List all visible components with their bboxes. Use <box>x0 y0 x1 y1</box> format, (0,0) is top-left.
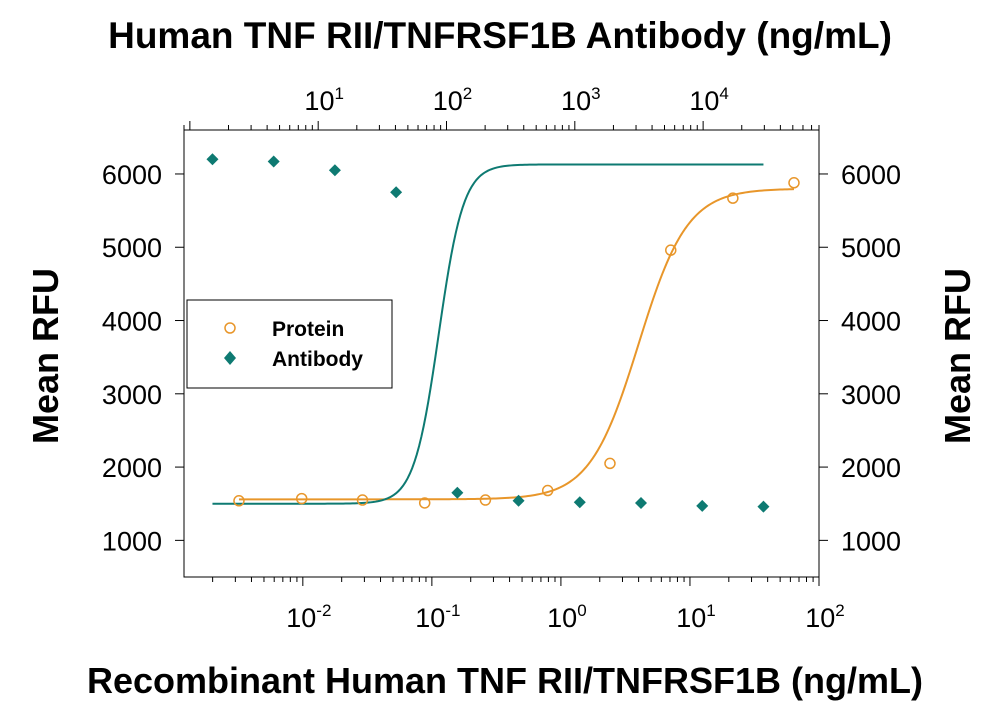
y-tick-label-left: 1000 <box>102 526 162 556</box>
y-tick-label-left: 3000 <box>102 380 162 410</box>
x-tick-label-bottom: 102 <box>805 601 845 633</box>
x-tick-label-bottom: 101 <box>676 601 716 633</box>
x-tick-label-top: 104 <box>689 84 729 116</box>
legend-label-antibody: Antibody <box>272 348 363 371</box>
legend-label-protein: Protein <box>272 318 344 341</box>
data-point-protein <box>788 177 800 189</box>
axis-tick-labels: 1000 1000 2000 2000 3000 3000 4000 4000 5000 5000… <box>102 84 901 633</box>
legend-box <box>186 299 393 389</box>
x-tick-label-bottom: 100 <box>547 601 587 633</box>
data-point-antibody <box>328 164 341 177</box>
data-point-antibody <box>696 499 709 512</box>
data-point-antibody <box>573 496 586 509</box>
y-tick-label-right: 3000 <box>841 380 901 410</box>
data-points <box>206 153 800 513</box>
data-point-antibody <box>512 494 525 507</box>
data-point-protein <box>479 494 492 506</box>
data-point-antibody <box>451 486 464 499</box>
left-axis-title: Mean RFU <box>25 268 66 444</box>
data-point-antibody <box>206 153 219 166</box>
data-point-protein <box>727 192 739 204</box>
x-tick-label-bottom: 10-2 <box>286 601 331 633</box>
data-point-antibody <box>267 155 280 168</box>
data-point-protein <box>295 492 308 505</box>
y-tick-label-left: 5000 <box>102 233 162 263</box>
legend: Protein Antibody <box>186 299 393 389</box>
data-point-antibody <box>390 186 403 199</box>
data-point-protein <box>604 457 616 470</box>
x-tick-label-top: 103 <box>561 84 601 116</box>
data-point-protein <box>418 497 431 509</box>
axis-ticks <box>175 121 828 586</box>
y-tick-label-left: 6000 <box>102 160 162 190</box>
x-tick-label-top: 101 <box>304 84 344 116</box>
y-tick-label-left: 2000 <box>102 453 162 483</box>
y-tick-label-left: 4000 <box>102 307 162 337</box>
x-tick-label-top: 102 <box>433 84 473 116</box>
data-point-protein <box>233 495 245 507</box>
data-point-protein <box>665 244 677 256</box>
legend-marker-protein <box>224 322 236 334</box>
y-tick-label-right: 6000 <box>841 160 901 190</box>
bottom-axis-title: Recombinant Human TNF RII/TNFRSF1B (ng/m… <box>87 660 923 701</box>
data-point-protein <box>541 484 554 497</box>
legend-marker-antibody <box>224 351 236 365</box>
top-axis-title: Human TNF RII/TNFRSF1B Antibody (ng/mL) <box>108 15 892 56</box>
right-axis-title: Mean RFU <box>937 268 978 444</box>
y-tick-label-right: 4000 <box>841 307 901 337</box>
y-tick-label-right: 2000 <box>841 453 901 483</box>
plot-area-frame <box>183 129 820 578</box>
data-point-protein <box>356 494 369 506</box>
data-point-antibody <box>757 500 770 513</box>
y-tick-label-right: 5000 <box>841 233 901 263</box>
data-point-antibody <box>635 496 648 509</box>
x-tick-label-bottom: 10-1 <box>415 601 460 633</box>
y-tick-label-right: 1000 <box>841 526 901 556</box>
